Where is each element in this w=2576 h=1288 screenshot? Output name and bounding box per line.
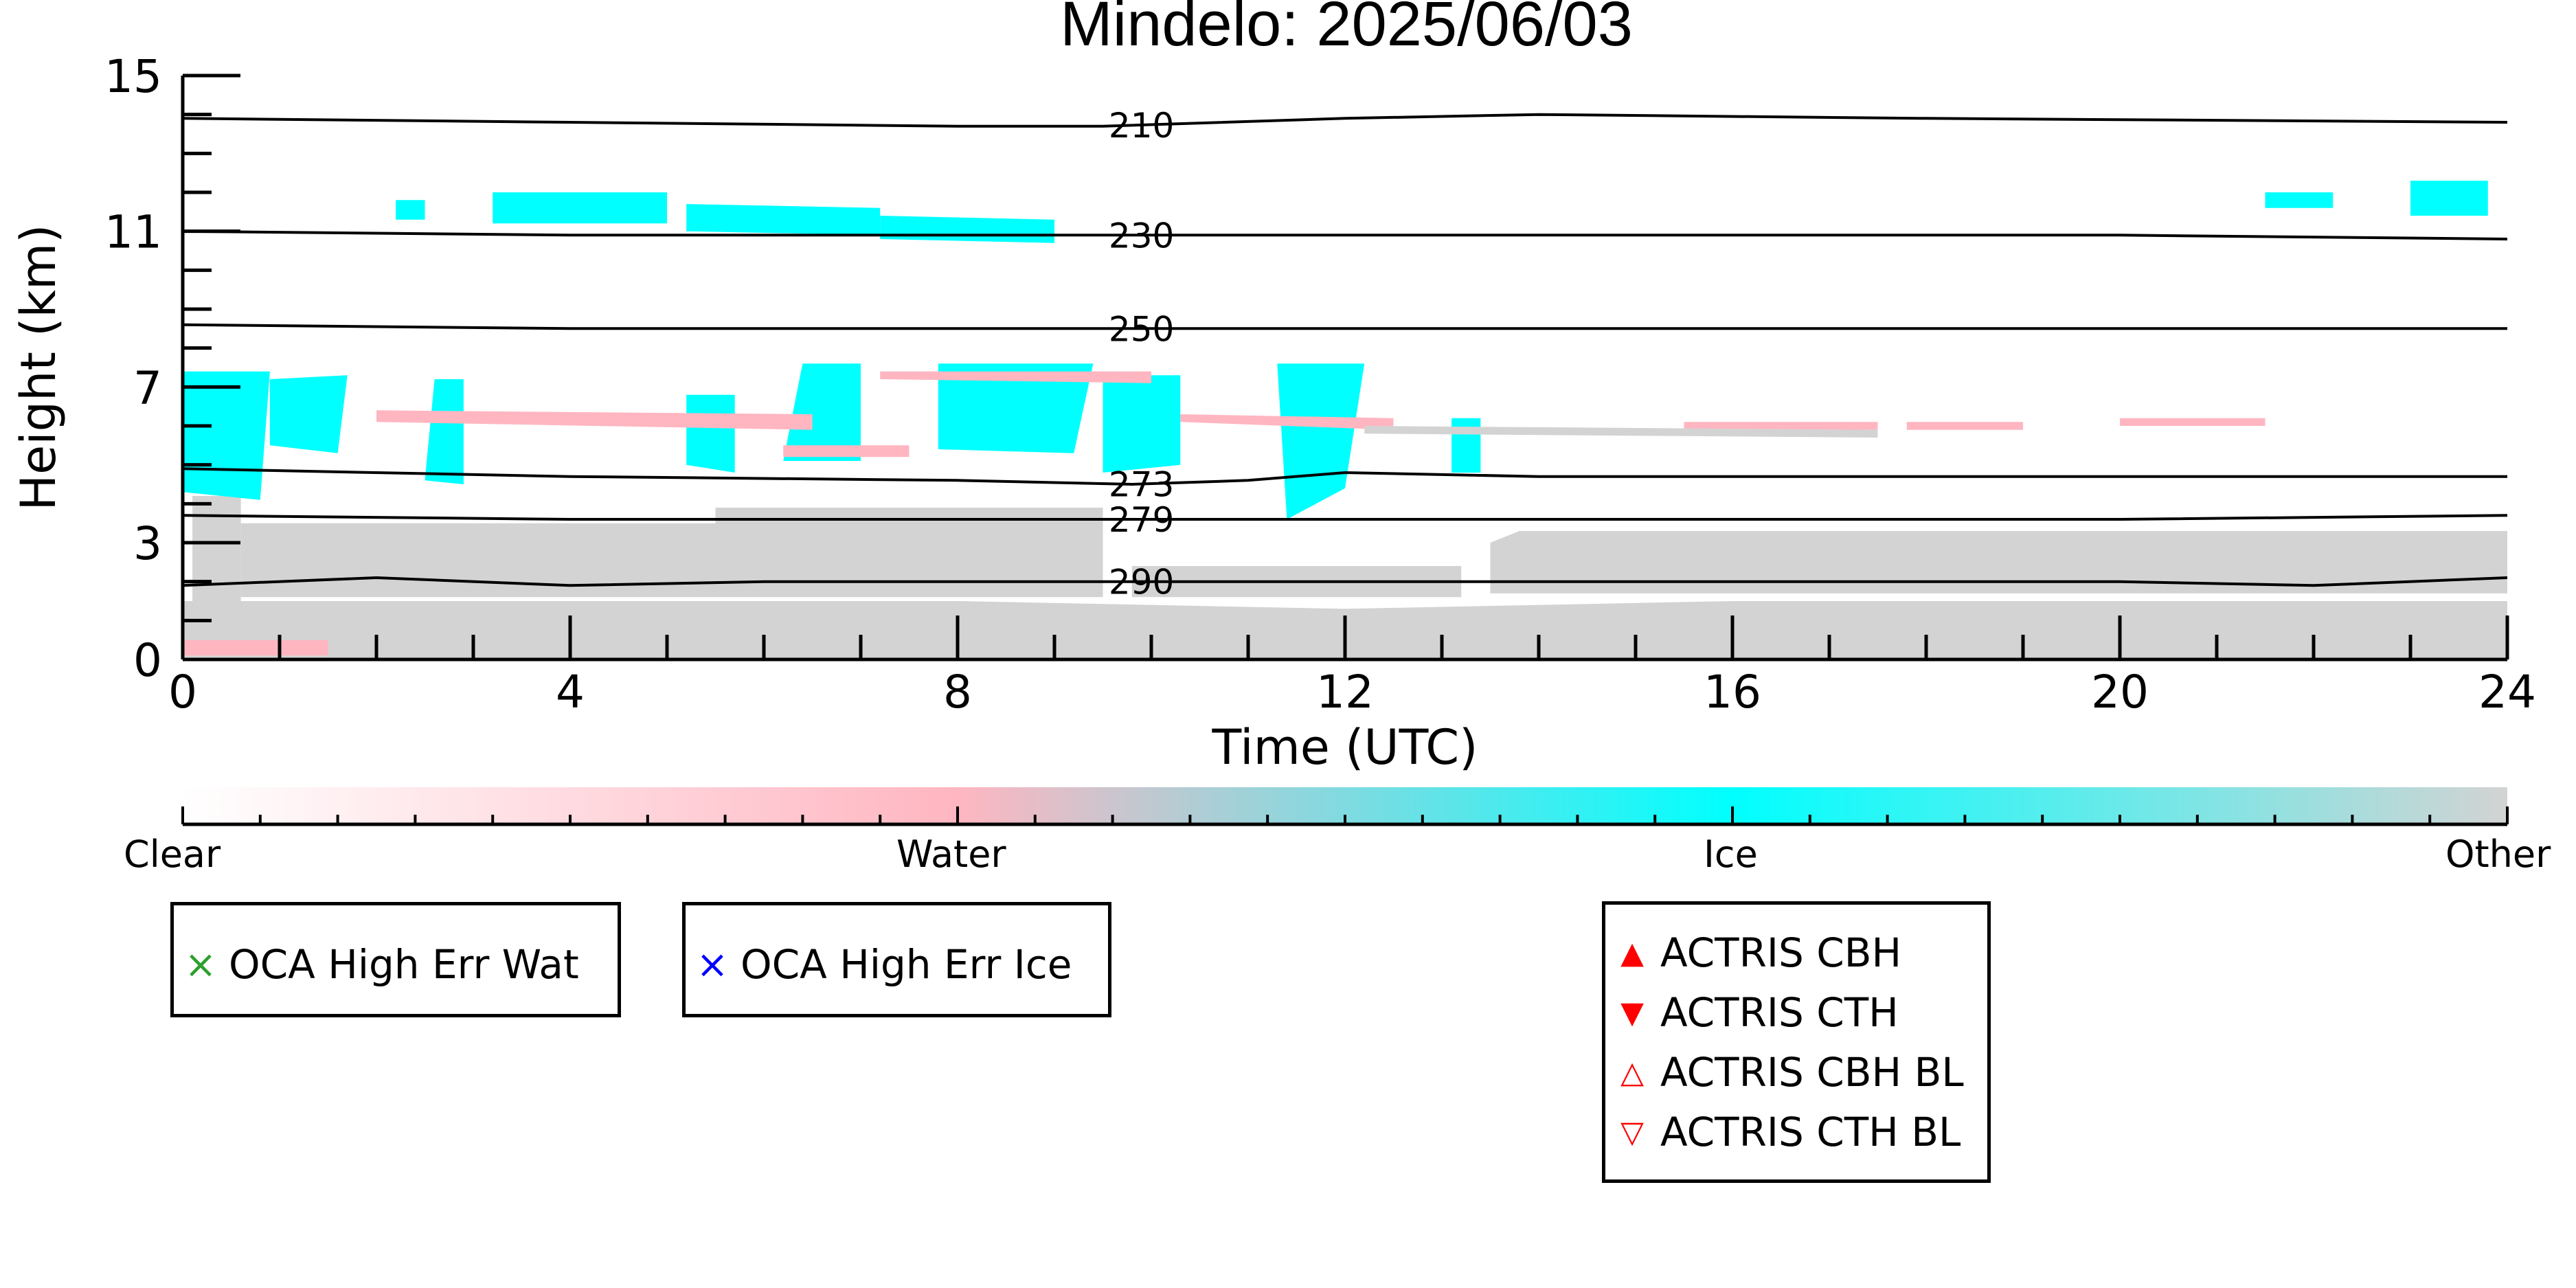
legend-label: ACTRIS CTH <box>1660 989 1899 1036</box>
region-ice <box>396 200 425 220</box>
x-tick-label: 20 <box>2091 666 2149 719</box>
colorbar-label-clear: Clear <box>124 833 221 876</box>
x-axis-label: Time (UTC) <box>1212 719 1478 776</box>
contour-label-250: 250 <box>1109 309 1174 349</box>
region-ice <box>1451 418 1481 473</box>
region-other <box>1364 426 1878 438</box>
x-tick-label: 12 <box>1316 666 1374 719</box>
region-other <box>1490 531 2507 594</box>
region-ice <box>686 394 735 473</box>
x-tick-label: 4 <box>556 666 585 719</box>
colorbar-label-water: Water <box>896 833 1006 876</box>
legend-oca-water: × OCA High Err Wat <box>170 902 621 1017</box>
region-other <box>192 496 241 621</box>
colorbar-label-ice: Ice <box>1704 833 1758 876</box>
region-water <box>880 371 1151 383</box>
region-other <box>240 508 1103 598</box>
legend-label: ACTRIS CBH <box>1660 929 1902 976</box>
cloud-mask-regions <box>183 181 2507 659</box>
contour-line-230 <box>183 229 2507 240</box>
contour-line-290 <box>183 576 2507 587</box>
region-ice <box>880 216 1054 243</box>
region-water <box>1684 422 1878 430</box>
region-water <box>376 410 813 430</box>
colorbar <box>181 787 2509 826</box>
region-ice <box>493 192 667 224</box>
x-marker-icon: × <box>184 942 217 987</box>
contour-line-210 <box>183 113 2507 128</box>
x-tick-label: 24 <box>2478 666 2536 719</box>
region-ice <box>783 363 861 461</box>
triangle-down-filled-icon: ▼ <box>1620 995 1644 1030</box>
y-tick-label: 7 <box>133 361 162 414</box>
region-water <box>183 640 328 656</box>
triangle-down-outline-icon: ▽ <box>1620 1114 1644 1150</box>
contour-label-273: 273 <box>1109 465 1174 505</box>
colorbar-ticks <box>181 806 2509 824</box>
region-ice <box>2410 181 2488 216</box>
legend-actris: ▲ ACTRIS CBH ▼ ACTRIS CTH △ ACTRIS CBH B… <box>1602 901 1991 1183</box>
region-ice <box>686 204 881 236</box>
triangle-up-filled-icon: ▲ <box>1620 935 1644 971</box>
contour-label-230: 230 <box>1109 216 1174 256</box>
triangle-up-outline-icon: △ <box>1620 1054 1644 1090</box>
region-ice <box>938 363 1094 453</box>
y-tick-label: 0 <box>133 634 162 687</box>
region-ice <box>1103 375 1181 473</box>
y-tick-label: 3 <box>133 517 162 570</box>
region-water <box>1906 422 2023 430</box>
region-ice <box>425 379 464 484</box>
y-tick-label: 15 <box>104 50 162 103</box>
legend-label: OCA High Err Ice <box>741 941 1072 988</box>
legend-oca-ice: × OCA High Err Ice <box>682 902 1111 1017</box>
contour-line-273 <box>183 467 2507 486</box>
x-tick-label: 0 <box>168 666 197 719</box>
region-ice <box>2265 192 2334 208</box>
contour-label-210: 210 <box>1109 106 1174 146</box>
legend-label: OCA High Err Wat <box>229 941 579 988</box>
region-water <box>783 445 909 457</box>
contour-line-279 <box>183 514 2507 521</box>
contour-line-250 <box>183 323 2507 330</box>
region-water <box>1180 414 1394 430</box>
contour-label-290: 290 <box>1109 563 1174 602</box>
axes: 0 4 8 12 16 20 24 0 3 7 11 15 <box>104 50 2536 719</box>
legend-label: ACTRIS CTH BL <box>1660 1109 1961 1155</box>
region-ice <box>269 375 348 453</box>
contour-label-279: 279 <box>1109 500 1174 540</box>
legend-label: ACTRIS CBH BL <box>1660 1049 1964 1096</box>
region-ice <box>1277 363 1365 519</box>
temperature-contours <box>183 113 2507 587</box>
chart-title: Mindelo: 2025/06/03 <box>1060 0 1633 59</box>
colorbar-label-other: Other <box>2445 833 2551 876</box>
x-marker-icon: × <box>696 942 729 987</box>
region-ice <box>183 371 270 500</box>
x-tick-label: 16 <box>1704 666 1761 719</box>
x-tick-label: 8 <box>943 666 972 719</box>
y-tick-label: 11 <box>104 206 162 259</box>
y-axis-label: Height (km) <box>10 225 67 511</box>
region-water <box>2120 418 2266 426</box>
